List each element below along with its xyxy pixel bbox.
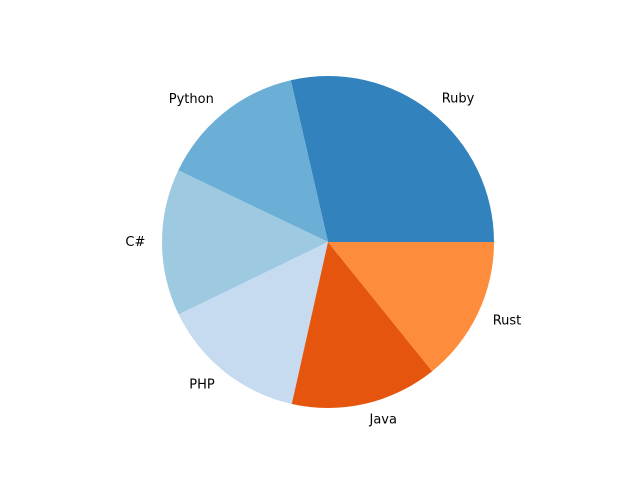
slice-label-python: Python xyxy=(169,92,214,107)
slice-label-ruby: Ruby xyxy=(442,92,475,107)
pie-slice-ruby xyxy=(290,76,494,242)
labels-layer: Ruby Python C# PHP Java Rust xyxy=(125,92,521,428)
pie-slice-rust xyxy=(328,242,494,372)
pie-slice-php xyxy=(178,242,328,405)
slice-label-c-: C# xyxy=(125,235,145,250)
pie-slice-c- xyxy=(162,170,328,315)
pie-slice-python xyxy=(178,80,328,242)
pie-slice-java xyxy=(291,242,433,409)
slice-label-php: PHP xyxy=(189,378,215,393)
slice-label-java: Java xyxy=(369,412,397,427)
slice-label-rust: Rust xyxy=(493,313,522,328)
slices-layer xyxy=(162,76,494,409)
